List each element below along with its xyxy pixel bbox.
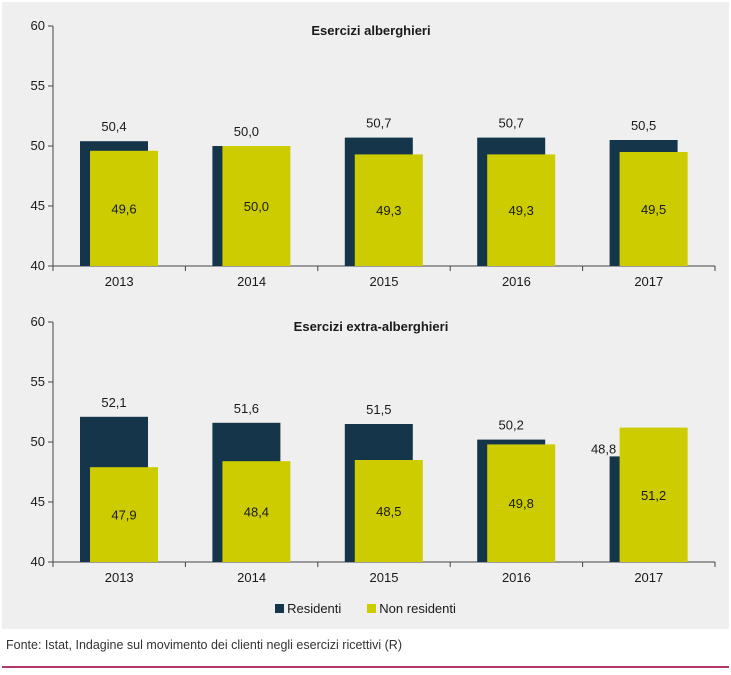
bar-non-residenti-1-2014 — [222, 146, 291, 266]
bar-non-residenti-1-2015 — [354, 154, 423, 266]
data-label-non-residenti-1-2013: 49,6 — [111, 201, 136, 216]
legend-item-non-residenti: Non residenti — [367, 601, 456, 616]
data-label-non-residenti-1-2017: 49,5 — [641, 202, 666, 217]
data-label-non-residenti-2-2013: 47,9 — [111, 508, 136, 523]
y-tick-label-2-40: 40 — [31, 554, 45, 569]
chart-title-2: Esercizi extra-alberghieri — [294, 319, 449, 334]
data-label-residenti-1-2013: 50,4 — [101, 119, 126, 134]
x-tick-label-2-2016: 2016 — [502, 570, 531, 585]
data-label-residenti-1-2014: 50,0 — [234, 124, 259, 139]
bar-non-residenti-2-2017 — [619, 427, 688, 562]
legend-label-non-residenti: Non residenti — [379, 600, 456, 616]
y-tick-label-2-50: 50 — [31, 434, 45, 449]
x-tick-label-2-2014: 2014 — [237, 570, 266, 585]
legend-swatch-residenti — [275, 603, 285, 613]
y-tick-label-2-60: 60 — [31, 314, 45, 329]
legend-swatch-non-residenti — [367, 603, 377, 613]
y-tick-label-1-45: 45 — [31, 198, 45, 213]
data-label-non-residenti-1-2016: 49,3 — [509, 203, 534, 218]
y-tick-label-2-55: 55 — [31, 374, 45, 389]
data-label-residenti-2-2013: 52,1 — [101, 395, 126, 410]
data-label-residenti-2-2017: 48,8 — [591, 441, 616, 456]
bar-non-residenti-1-2016 — [487, 154, 556, 266]
bar-non-residenti-2-2013 — [90, 467, 158, 562]
x-tick-label-1-2013: 2013 — [105, 274, 134, 289]
data-label-residenti-1-2015: 50,7 — [366, 116, 391, 131]
data-label-non-residenti-1-2014: 50,0 — [244, 199, 269, 214]
x-tick-label-1-2017: 2017 — [634, 274, 663, 289]
legend: Residenti Non residenti — [0, 598, 731, 618]
x-tick-label-2-2015: 2015 — [370, 570, 399, 585]
bar-non-residenti-2-2015 — [354, 460, 423, 562]
data-label-residenti-2-2015: 51,5 — [366, 402, 391, 417]
bar-non-residenti-2-2014 — [222, 461, 291, 562]
x-tick-label-2-2013: 2013 — [105, 570, 134, 585]
y-tick-label-1-40: 40 — [31, 258, 45, 273]
legend-item-residenti: Residenti — [275, 601, 341, 616]
bar-non-residenti-1-2013 — [90, 150, 158, 266]
source-note: Fonte: Istat, Indagine sul movimento dei… — [6, 638, 402, 652]
data-label-residenti-1-2016: 50,7 — [499, 116, 524, 131]
data-label-residenti-2-2014: 51,6 — [234, 401, 259, 416]
bar-non-residenti-2-2016 — [487, 444, 556, 562]
data-label-residenti-1-2017: 50,5 — [631, 118, 656, 133]
x-tick-label-2-2017: 2017 — [634, 570, 663, 585]
data-label-non-residenti-2-2017: 51,2 — [641, 488, 666, 503]
y-tick-label-2-45: 45 — [31, 494, 45, 509]
x-tick-label-1-2014: 2014 — [237, 274, 266, 289]
data-label-non-residenti-1-2015: 49,3 — [376, 203, 401, 218]
data-label-non-residenti-2-2015: 48,5 — [376, 504, 401, 519]
x-tick-label-1-2016: 2016 — [502, 274, 531, 289]
data-label-non-residenti-2-2014: 48,4 — [244, 505, 269, 520]
data-label-non-residenti-2-2016: 49,8 — [509, 496, 534, 511]
x-tick-label-1-2015: 2015 — [370, 274, 399, 289]
data-label-residenti-2-2016: 50,2 — [499, 418, 524, 433]
y-tick-label-1-60: 60 — [31, 18, 45, 33]
bar-non-residenti-1-2017 — [619, 152, 688, 266]
y-tick-label-1-50: 50 — [31, 138, 45, 153]
legend-label-residenti: Residenti — [287, 600, 342, 616]
y-tick-label-1-55: 55 — [31, 78, 45, 93]
footer-rule — [2, 666, 729, 668]
chart-title-1: Esercizi alberghieri — [311, 23, 430, 38]
